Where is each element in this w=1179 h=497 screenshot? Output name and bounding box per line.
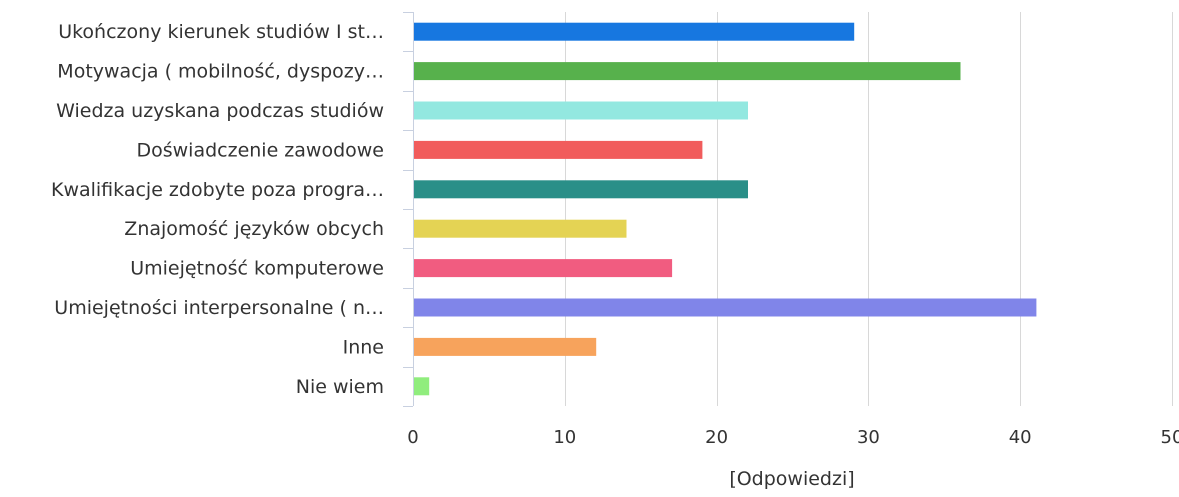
bar <box>414 180 748 199</box>
x-axis-title: [Odpowiedzi] <box>729 468 854 490</box>
bar <box>414 259 673 278</box>
category-label: Umiejętności interpersonalne ( n… <box>54 297 384 319</box>
category-label: Inne <box>343 336 384 358</box>
category-label: Doświadczenie zawodowe <box>136 139 384 161</box>
bar <box>414 337 597 356</box>
bar <box>414 219 627 238</box>
x-tick-labels: 0 10 20 30 40 50 <box>407 427 1179 448</box>
category-label: Nie wiem <box>296 376 384 398</box>
x-tick-label: 10 <box>553 427 576 448</box>
bar <box>414 140 703 159</box>
category-label: Wiedza uzyskana podczas studiów <box>56 100 384 122</box>
bar <box>414 22 855 41</box>
x-tick-label: 50 <box>1161 427 1179 448</box>
x-tick-label: 0 <box>407 427 418 448</box>
x-tick-label: 20 <box>705 427 728 448</box>
bar <box>414 377 430 396</box>
bar <box>414 101 748 120</box>
x-tick-label: 40 <box>1009 427 1032 448</box>
category-labels: Ukończony kierunek studiów I st… Motywacj… <box>51 21 384 398</box>
category-label: Motywacja ( mobilność, dyspozy… <box>57 61 384 83</box>
x-tick-label: 30 <box>857 427 880 448</box>
bars <box>414 22 1037 396</box>
category-label: Znajomość języków obcych <box>124 218 384 240</box>
category-label: Kwalifikacje zdobyte poza progra… <box>51 179 384 201</box>
bar <box>414 298 1037 317</box>
category-label: Ukończony kierunek studiów I st… <box>58 21 384 43</box>
axes <box>403 12 414 407</box>
category-label: Umiejętność komputerowe <box>130 258 384 280</box>
bar <box>414 62 961 81</box>
